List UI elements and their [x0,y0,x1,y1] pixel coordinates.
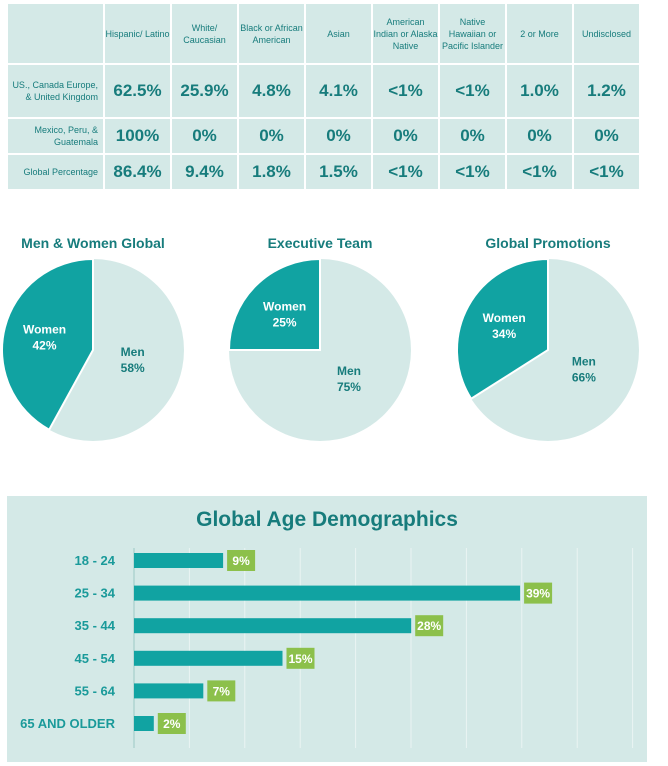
data-label-box [415,615,444,637]
table-cell: 1.8% [239,155,304,189]
age-bar-chart: 9% 18 - 24 39% 25 - 34 28% 35 - 44 15% 45 - 54 7… [20,548,634,748]
category-label: 35 - 44 [75,618,116,633]
table-cell: <1% [574,155,639,189]
table-cell: 0% [440,119,505,153]
data-label-box [524,582,553,604]
pie-slice-women [1,257,94,432]
row-label: Mexico, Peru, & Guatemala [8,119,103,153]
pie-title: Executive Team [267,235,373,251]
table-row: Global Percentage 86.4% 9.4% 1.8% 1.5% <1% <1%… [8,155,639,189]
men-value: 66% [572,371,596,385]
category-label: 18 - 24 [75,553,116,568]
table-cell: 0% [306,119,371,153]
women-label: Women [263,300,306,314]
data-label: 9% [232,554,250,568]
pie-chart: Women 42% Men 58% [1,257,184,441]
women-value: 25% [273,316,297,330]
column-header: Undisclosed [574,4,639,63]
column-header: 2 or More [507,4,572,63]
table-cell: 4.1% [306,65,371,117]
men-value: 75% [337,380,361,394]
data-label-box [207,680,236,702]
column-header [8,4,103,63]
table-cell: 0% [172,119,237,153]
column-header: White/ Caucasian [172,4,237,63]
women-value: 42% [33,339,57,353]
column-header: American Indian or Alaska Native [373,4,438,63]
ethnicity-table: Hispanic/ Latino White/ Caucasian Black or… [6,2,641,191]
table-cell: 4.8% [239,65,304,117]
data-label: 15% [288,652,312,666]
table-cell: 0% [507,119,572,153]
pie-chart: Women 34% Men 66% [456,257,639,441]
row-label: US., Canada Europe, & United Kingdom [8,65,103,117]
age-chart-title: Global Age Demographics [196,508,458,531]
age-bar [134,650,283,666]
table-cell: 0% [373,119,438,153]
women-label: Women [23,323,66,337]
age-bar [134,716,154,731]
men-label: Men [572,355,596,369]
age-bar [134,585,521,601]
table-cell: 1.2% [574,65,639,117]
table-cell: <1% [507,155,572,189]
category-label: 45 - 54 [75,651,116,666]
men-label: Men [121,345,145,359]
table-cell: 1.0% [507,65,572,117]
table-cell: 86.4% [105,155,170,189]
table-cell: 0% [239,119,304,153]
data-label-box [157,713,186,734]
category-label: 65 AND OLDER [20,716,115,731]
women-value: 34% [492,327,516,341]
data-label: 28% [417,619,441,633]
age-demographics-panel: Global Age Demographics 9% 18 - 24 39% 25 -… [7,496,647,762]
men-value: 58% [121,361,145,375]
pie-slice-women [227,257,321,351]
data-label: 2% [163,717,181,731]
women-label: Women [483,311,526,325]
column-header: Native Hawaiian or Pacific Islander [440,4,505,63]
men-label: Men [337,364,361,378]
pie-slice-women [456,257,549,401]
table-cell: <1% [440,65,505,117]
data-label: 7% [213,684,231,698]
table-cell: 100% [105,119,170,153]
table-cell: <1% [373,155,438,189]
table-cell: 9.4% [172,155,237,189]
category-label: 55 - 64 [75,683,116,698]
data-label-box [286,647,315,669]
column-header: Black or African American [239,4,304,63]
table-cell: <1% [373,65,438,117]
data-label: 39% [526,587,550,601]
age-bar [134,553,224,568]
age-bar [134,618,412,634]
column-header: Asian [306,4,371,63]
table-cell: <1% [440,155,505,189]
data-label-box [227,550,256,571]
table-row: US., Canada Europe, & United Kingdom 62.5… [8,65,639,117]
column-header: Hispanic/ Latino [105,4,170,63]
age-bar [134,683,204,699]
table-cell: 25.9% [172,65,237,117]
pie-title: Men & Women Global [21,235,165,251]
row-label: Global Percentage [8,155,103,189]
pie-chart: Women 25% Men 75% [227,257,411,441]
table-cell: 0% [574,119,639,153]
pie-title: Global Promotions [485,235,611,251]
table-row: Mexico, Peru, & Guatemala 100% 0% 0% 0% 0% 0% 0… [8,119,639,153]
table-cell: 1.5% [306,155,371,189]
table-cell: 62.5% [105,65,170,117]
category-label: 25 - 34 [75,586,116,601]
